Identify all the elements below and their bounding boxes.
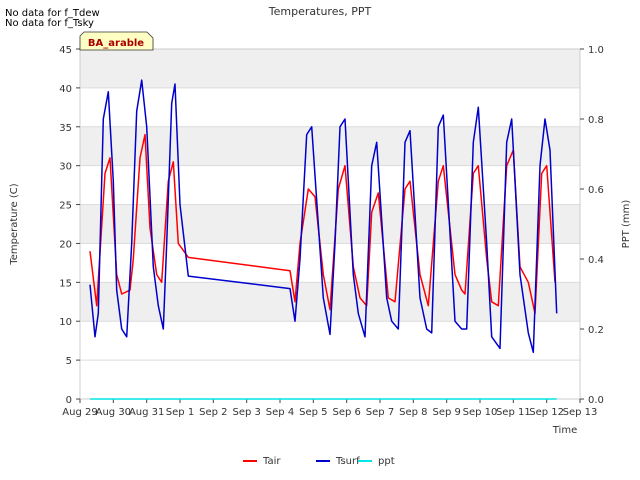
x-tick-label-4: Sep 2: [199, 407, 227, 418]
x-tick-label-3: Sep 1: [166, 407, 194, 418]
y-tick-label-8: 40: [59, 84, 72, 95]
x-tick-label-8: Sep 6: [332, 407, 360, 418]
series-line-tsurf: [89, 79, 558, 354]
y2-tick-label-5: 1.0: [588, 45, 604, 56]
legend-label-ppt: ppt: [378, 456, 395, 467]
y-tick-label-0: 0: [66, 395, 72, 406]
series-line-tair: [89, 133, 556, 315]
x-tick-label-0: Aug 29: [62, 407, 97, 418]
y-tick-label-5: 25: [59, 201, 72, 212]
x-axis-label: Time: [552, 425, 577, 436]
x-tick-label-13: Sep 11: [496, 407, 531, 418]
x-tick-label-1: Aug 30: [96, 407, 131, 418]
y-tick-label-3: 15: [59, 278, 72, 289]
y2-tick-label-1: 0.2: [588, 325, 604, 336]
legend-label-tsurf: Tsurf: [335, 456, 360, 467]
x-tick-label-5: Sep 3: [232, 407, 260, 418]
y2-tick-label-0: 0.0: [588, 395, 604, 406]
y-tick-label-7: 35: [59, 123, 72, 134]
y-axis-label: Temperature (C): [9, 183, 20, 265]
no-data-note-tsky: No data for f_Tsky: [5, 18, 94, 29]
x-tick-label-10: Sep 8: [399, 407, 427, 418]
legend-label-tair: Tair: [262, 456, 281, 467]
x-tick-label-6: Sep 4: [266, 407, 294, 418]
no-data-note-tdew: No data for f_Tdew: [5, 8, 100, 19]
x-tick-label-11: Sep 9: [432, 407, 460, 418]
y-tick-label-4: 20: [59, 239, 72, 250]
x-tick-label-7: Sep 5: [299, 407, 327, 418]
x-tick-label-9: Sep 7: [366, 407, 394, 418]
x-tick-label-2: Aug 31: [129, 407, 164, 418]
y2-tick-label-2: 0.4: [588, 255, 604, 266]
y2-axis-label: PPT (mm): [621, 200, 632, 249]
shaded-band-1: [80, 204, 580, 244]
x-tick-label-12: Sep 10: [463, 407, 498, 418]
y-tick-label-2: 10: [59, 317, 72, 328]
y2-tick-label-3: 0.6: [588, 185, 604, 196]
shaded-band-3: [80, 49, 580, 88]
y2-tick-label-4: 0.8: [588, 115, 604, 126]
chart-title: Temperatures, PPT: [268, 5, 372, 18]
y-tick-label-9: 45: [59, 45, 72, 56]
x-tick-label-14: Sep 12: [529, 407, 564, 418]
x-tick-label-15: Sep 13: [563, 407, 598, 418]
y-tick-label-6: 30: [59, 162, 72, 173]
site-label-box: [79, 31, 154, 51]
shaded-band-2: [80, 126, 580, 166]
y-tick-label-1: 5: [66, 356, 72, 367]
site-label: BA_arable: [88, 38, 144, 49]
